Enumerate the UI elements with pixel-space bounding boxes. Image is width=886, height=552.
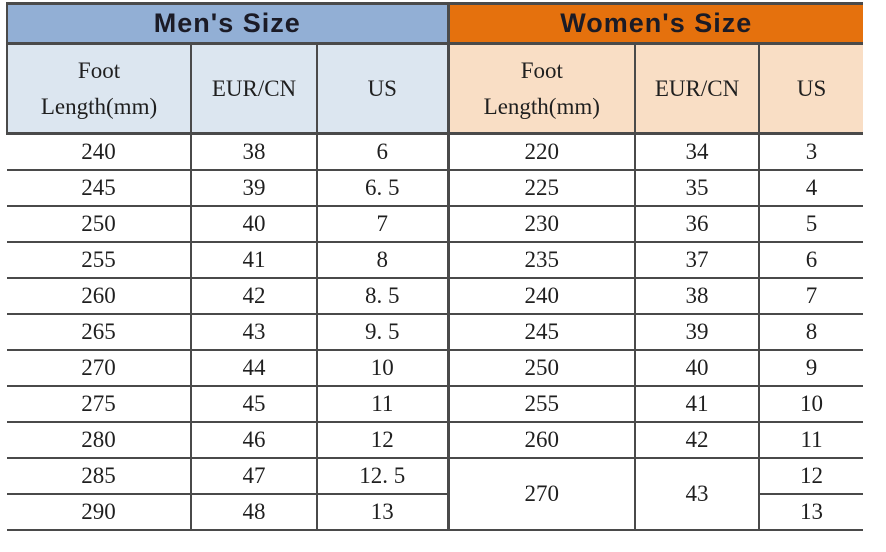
men-eur-cn-cell: 41 [190,240,318,279]
men-us-cell: 9. 5 [315,312,450,351]
women-foot-length-cell: 220 [446,132,637,171]
men-eur-cn-cell: 42 [190,276,318,315]
table-row: 285 47 12. 5 270 43 12 [7,456,864,531]
men-foot-length-header-label: Foot Length(mm) [40,57,158,119]
womens-size-title: Women's Size [447,2,864,45]
men-eur-cn-cell: 39 [190,168,318,207]
women-foot-length-cell: 245 [446,312,637,351]
men-eur-cn-cell: 38 [190,132,318,171]
women-us-cell: 11 [758,420,864,459]
table-title-row: Men's Size Women's Size [5,2,864,45]
table-row: 290 48 13 13 [7,492,864,531]
table-row: 265 43 9. 5 245 39 8 [7,312,864,351]
men-us-cell: 13 [315,492,450,531]
women-foot-length-cell: 235 [446,240,637,279]
men-foot-length-cell: 240 [7,132,192,171]
page: Men's Size Women's Size Foot Length(mm) … [5,2,864,531]
table-row: 270 44 10 250 40 9 [7,348,864,387]
women-foot-length-cell: 225 [446,168,637,207]
women-eur-cn-cell: 39 [634,312,761,351]
women-us-cell: 7 [758,276,864,315]
men-eur-cn-header: EUR/CN [190,42,318,135]
women-us-header: US [758,42,864,135]
men-eur-cn-cell: 46 [190,420,318,459]
women-eur-cn-cell: 34 [634,132,761,171]
men-us-cell: 7 [315,204,450,243]
men-us-cell: 8 [315,240,450,279]
men-foot-length-cell: 290 [7,492,192,531]
women-eur-cn-cell-merged: 43 [634,456,761,531]
table-row: 260 42 8. 5 240 38 7 [7,276,864,315]
table-row: 240 38 6 220 34 3 [7,132,864,171]
women-us-cell: 10 [758,384,864,423]
men-us-cell: 6 [315,132,450,171]
table-row: 250 40 7 230 36 5 [7,204,864,243]
women-us-cell: 6 [758,240,864,279]
table-row: 255 41 8 235 37 6 [7,240,864,279]
table-row: 275 45 11 255 41 10 [7,384,864,423]
men-eur-cn-cell: 44 [190,348,318,387]
men-foot-length-cell: 285 [7,456,192,495]
women-us-cell: 12 [758,456,864,495]
men-eur-cn-cell: 48 [190,492,318,531]
women-us-cell: 3 [758,132,864,171]
women-foot-length-cell-merged: 270 [446,456,637,531]
women-us-cell: 5 [758,204,864,243]
table-row: 245 39 6. 5 225 35 4 [7,168,864,207]
women-eur-cn-cell: 38 [634,276,761,315]
men-eur-cn-cell: 47 [190,456,318,495]
men-foot-length-cell: 265 [7,312,192,351]
women-foot-length-cell: 255 [446,384,637,423]
table-row: 280 46 12 260 42 11 [7,420,864,459]
men-us-cell: 12 [315,420,450,459]
women-eur-cn-cell: 42 [634,420,761,459]
women-us-cell: 13 [758,492,864,531]
men-us-header: US [315,42,450,135]
men-foot-length-cell: 270 [7,348,192,387]
women-us-cell: 8 [758,312,864,351]
men-foot-length-cell: 275 [7,384,192,423]
men-us-cell: 10 [315,348,450,387]
women-us-cell: 4 [758,168,864,207]
women-eur-cn-cell: 35 [634,168,761,207]
women-us-cell: 9 [758,348,864,387]
women-eur-cn-header: EUR/CN [634,42,761,135]
women-foot-length-cell: 240 [446,276,637,315]
men-foot-length-header: Foot Length(mm) [6,42,192,135]
men-foot-length-cell: 260 [7,276,192,315]
men-foot-length-cell: 280 [7,420,192,459]
men-us-cell: 6. 5 [315,168,450,207]
women-eur-cn-cell: 36 [634,204,761,243]
women-foot-length-cell: 230 [446,204,637,243]
shoe-size-conversion-table: Men's Size Women's Size Foot Length(mm) … [5,2,864,531]
men-eur-cn-cell: 43 [190,312,318,351]
men-foot-length-cell: 245 [7,168,192,207]
men-us-cell: 8. 5 [315,276,450,315]
men-foot-length-cell: 250 [7,204,192,243]
mens-size-title: Men's Size [5,2,450,45]
table-column-header-row: Foot Length(mm) EUR/CN US Foot Length(mm… [6,42,864,135]
men-us-cell: 12. 5 [315,456,450,495]
men-foot-length-cell: 255 [7,240,192,279]
women-foot-length-header-label: Foot Length(mm) [483,57,600,119]
men-eur-cn-cell: 45 [190,384,318,423]
women-eur-cn-cell: 37 [634,240,761,279]
men-eur-cn-cell: 40 [190,204,318,243]
women-foot-length-cell: 250 [446,348,637,387]
men-us-cell: 11 [315,384,450,423]
women-eur-cn-cell: 41 [634,384,761,423]
women-foot-length-header: Foot Length(mm) [446,42,637,135]
women-eur-cn-cell: 40 [634,348,761,387]
women-foot-length-cell: 260 [446,420,637,459]
